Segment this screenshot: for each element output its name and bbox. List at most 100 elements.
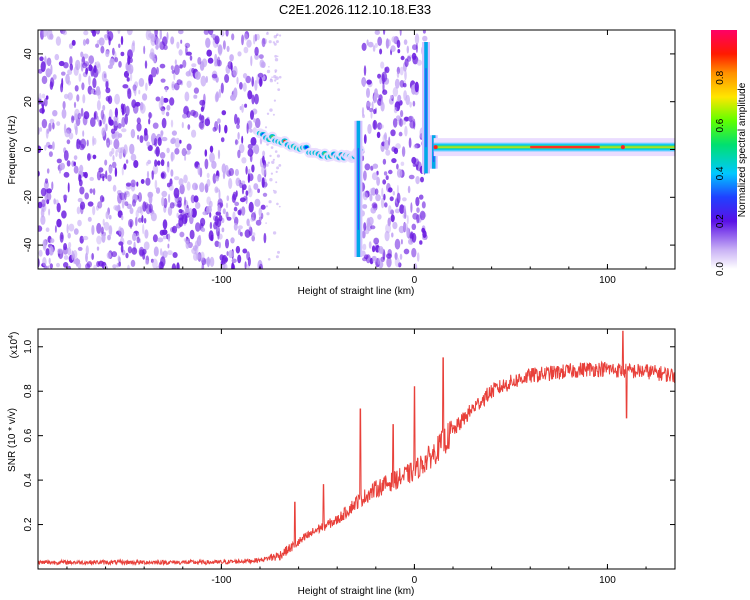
noise-speckle — [146, 170, 150, 179]
noise-speckle — [242, 82, 247, 92]
noise-speckle — [399, 253, 403, 260]
noise-speckle — [143, 241, 150, 250]
noise-speckle — [361, 230, 366, 239]
noise-speckle — [204, 158, 209, 170]
noise-speckle — [411, 52, 417, 61]
noise-speckle — [218, 123, 221, 134]
noise-speckle — [190, 194, 196, 204]
noise-speckle — [161, 108, 165, 115]
noise-speckle — [383, 193, 386, 201]
noise-speckle — [111, 161, 117, 169]
noise-speckle — [251, 94, 255, 105]
noise-speckle — [399, 204, 405, 215]
noise-speckle — [166, 147, 170, 154]
noise-speckle — [260, 61, 266, 68]
noise-speckle — [400, 239, 403, 245]
noise-speckle — [162, 235, 167, 240]
noise-speckle — [60, 82, 64, 93]
noise-speckle — [397, 94, 402, 102]
noise-speckle — [137, 192, 142, 203]
noise-speckle — [159, 152, 166, 159]
noise-speckle — [235, 245, 241, 254]
noise-speckle — [76, 94, 80, 102]
noise-speckle — [369, 193, 373, 202]
noise-speckle — [46, 72, 51, 77]
spectrogram-plot-area — [38, 30, 675, 269]
noise-speckle — [272, 189, 275, 192]
noise-speckle — [395, 143, 401, 150]
noise-speckle — [270, 172, 273, 175]
noise-speckle — [74, 258, 81, 265]
noise-speckle — [130, 179, 136, 188]
noise-speckle — [38, 68, 43, 74]
noise-speckle — [209, 145, 214, 153]
noise-speckle — [221, 227, 225, 233]
noise-speckle — [412, 100, 416, 107]
noise-speckle — [222, 208, 226, 215]
noise-speckle — [391, 36, 397, 43]
noise-speckle — [275, 181, 278, 184]
noise-speckle — [155, 96, 161, 102]
noise-speckle — [107, 174, 112, 182]
noise-speckle — [47, 265, 50, 269]
noise-speckle — [367, 123, 372, 135]
noise-speckle — [155, 44, 159, 50]
x-tick-label: 100 — [599, 275, 616, 286]
noise-speckle — [382, 179, 387, 185]
noise-speckle — [62, 101, 66, 110]
noise-speckle — [126, 77, 130, 82]
noise-speckle — [178, 30, 184, 35]
noise-speckle — [133, 160, 139, 168]
noise-speckle — [131, 247, 138, 255]
noise-speckle — [222, 40, 226, 50]
noise-speckle — [215, 175, 220, 182]
noise-speckle — [82, 62, 88, 69]
noise-speckle — [194, 244, 199, 256]
noise-speckle — [379, 124, 384, 129]
noise-speckle — [144, 127, 148, 136]
x-tick-label: 0 — [412, 275, 418, 286]
noise-speckle — [255, 219, 262, 226]
noise-speckle — [241, 34, 244, 46]
noise-speckle — [118, 61, 122, 68]
noise-speckle — [363, 222, 367, 231]
noise-speckle — [180, 209, 185, 220]
noise-speckle — [246, 218, 250, 227]
noise-speckle — [374, 43, 378, 48]
noise-speckle — [171, 83, 174, 88]
noise-speckle — [130, 220, 132, 230]
noise-speckle — [254, 46, 259, 56]
noise-speckle — [365, 254, 371, 264]
noise-speckle — [78, 73, 82, 82]
noise-speckle — [239, 82, 243, 90]
noise-speckle — [121, 107, 125, 116]
noise-speckle — [232, 65, 238, 77]
noise-speckle — [190, 109, 196, 117]
noise-speckle — [263, 232, 267, 244]
noise-speckle — [93, 112, 97, 120]
noise-speckle — [218, 88, 221, 99]
noise-speckle — [38, 225, 43, 232]
noise-speckle — [254, 117, 261, 129]
noise-speckle — [136, 117, 141, 124]
noise-speckle — [126, 190, 129, 195]
noise-speckle — [143, 45, 146, 55]
noise-speckle — [371, 101, 374, 110]
noise-speckle — [169, 202, 175, 209]
noise-speckle — [97, 89, 102, 100]
noise-speckle — [82, 235, 89, 241]
noise-speckle — [230, 237, 235, 244]
noise-speckle — [154, 179, 158, 190]
noise-speckle — [369, 107, 374, 113]
noise-speckle — [371, 172, 378, 181]
noise-speckle — [208, 30, 214, 36]
noise-speckle — [71, 250, 74, 261]
noise-speckle — [92, 154, 97, 160]
noise-speckle — [63, 150, 69, 161]
noise-speckle — [218, 241, 221, 249]
noise-speckle — [45, 248, 50, 256]
noise-speckle — [253, 144, 260, 155]
noise-speckle — [113, 138, 120, 150]
noise-speckle — [363, 134, 367, 144]
noise-speckle — [46, 199, 50, 205]
